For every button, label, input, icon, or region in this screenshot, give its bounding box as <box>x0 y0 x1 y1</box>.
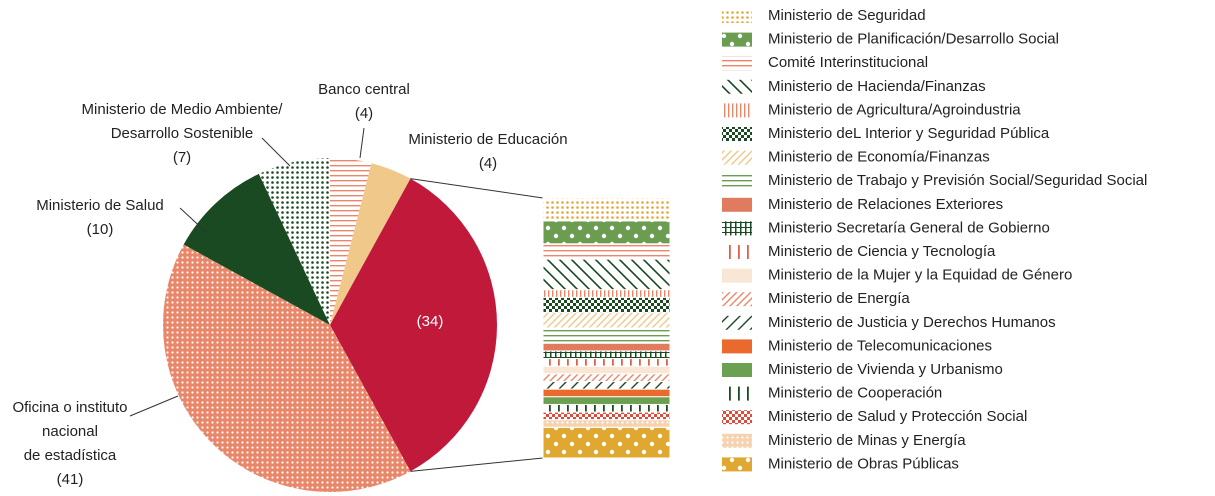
bar-segment <box>542 365 671 375</box>
legend-swatch <box>722 315 752 330</box>
bar-segment <box>542 197 671 222</box>
leader-line <box>179 207 207 233</box>
legend-swatch <box>722 79 752 94</box>
bar-segment <box>542 403 671 413</box>
bar-segment <box>542 388 671 398</box>
slice-value-label: (41) <box>57 471 84 488</box>
pie-slice <box>258 158 330 325</box>
legend-swatch <box>722 150 752 165</box>
pie-slice <box>330 158 372 325</box>
legend-swatch <box>722 221 752 236</box>
slice-value-label: (34) <box>417 313 444 330</box>
legend-label: Ministerio Secretaría General de Gobiern… <box>768 219 1050 236</box>
connector-line <box>410 457 544 472</box>
legend-label: Ministerio de Economía/Finanzas <box>768 149 990 166</box>
pie-slice <box>330 163 411 325</box>
leader-line <box>129 395 179 417</box>
leader-line <box>359 127 365 159</box>
legend-label: Ministerio de Trabajo y Previsión Social… <box>768 172 1147 189</box>
legend-label: Ministerio de la Mujer y la Equidad de G… <box>768 267 1072 284</box>
bar-segment <box>542 243 671 260</box>
legend-swatch <box>722 363 752 377</box>
legend-label: Ministerio de Telecomunicaciones <box>768 337 992 354</box>
slice-label: Desarrollo Sostenible <box>111 125 254 142</box>
legend-label: Ministerio de Agricultura/Agroindustria <box>768 101 1021 118</box>
slice-value-label: (10) <box>87 221 114 238</box>
legend-swatch <box>722 433 752 448</box>
bar-segment <box>542 342 671 352</box>
slice-label: Ministerio de Salud <box>36 197 164 214</box>
legend-swatch <box>722 127 752 141</box>
bar-segment <box>542 419 671 428</box>
legend-swatch <box>722 457 752 472</box>
slice-value-label: (4) <box>355 105 373 122</box>
legend-swatch <box>722 32 752 47</box>
bar-segment <box>542 381 671 390</box>
slice-label: Banco central <box>318 81 410 98</box>
legend-swatch <box>722 9 752 23</box>
bar-segment <box>542 411 671 421</box>
bar-segment <box>542 289 671 298</box>
slice-value-label: (7) <box>173 149 191 166</box>
legend-label: Ministerio de Seguridad <box>768 7 926 24</box>
legend-swatch <box>722 245 752 259</box>
legend-label: Ministerio de Minas y Energía <box>768 432 966 449</box>
bar-segment <box>542 358 671 367</box>
legend-label: Ministerio de Planificación/Desarrollo S… <box>768 31 1059 48</box>
bar-segment <box>542 312 671 329</box>
legend-label: Ministerio de Obras Públicas <box>768 455 959 472</box>
bar-segment <box>542 220 671 245</box>
pie-slice <box>330 178 497 472</box>
leader-line <box>261 137 291 167</box>
legend-label: Ministerio de Cooperación <box>768 385 942 402</box>
slice-label: Oficina o instituto <box>12 399 127 416</box>
slice-label: nacional <box>42 423 98 440</box>
bar-segment <box>542 373 671 383</box>
legend-label: Ministerio de Ciencia y Tecnología <box>768 243 996 260</box>
legend-label: Comité Interinstitucional <box>768 54 928 71</box>
bar-segment <box>542 350 671 360</box>
bar-segment <box>542 296 671 314</box>
slice-value-label: (4) <box>479 155 497 172</box>
legend-swatch <box>722 410 752 425</box>
legend-label: Ministerio de Salud y Protección Social <box>768 408 1027 425</box>
slice-label: de estadística <box>24 447 117 464</box>
legend-label: Ministerio de Relaciones Exteriores <box>768 196 1003 213</box>
legend-swatch <box>722 339 752 354</box>
legend-swatch <box>722 174 752 189</box>
bar-segment <box>542 258 671 291</box>
pie-slice <box>163 244 411 492</box>
legend-label: Ministerio deL Interior y Seguridad Públ… <box>768 125 1050 142</box>
bar-segment <box>542 396 671 405</box>
pie-slice <box>183 173 330 325</box>
legend-label: Ministerio de Vivienda y Urbanismo <box>768 361 1003 378</box>
slice-label: Ministerio de Educación <box>408 131 567 148</box>
legend-label: Ministerio de Justicia y Derechos Humano… <box>768 314 1056 331</box>
legend-swatch <box>722 386 752 401</box>
connector-line <box>410 178 544 199</box>
legend-swatch <box>722 197 752 212</box>
legend-swatch <box>722 268 752 283</box>
bar-segment <box>542 327 671 344</box>
slice-label: Ministerio de Medio Ambiente/ <box>82 101 284 118</box>
legend-label: Ministerio de Energía <box>768 290 910 307</box>
bar-segment <box>542 426 671 459</box>
legend-label: Ministerio de Hacienda/Finanzas <box>768 78 986 95</box>
legend-swatch <box>722 103 752 118</box>
legend-swatch <box>722 56 752 71</box>
legend-swatch <box>722 292 752 307</box>
